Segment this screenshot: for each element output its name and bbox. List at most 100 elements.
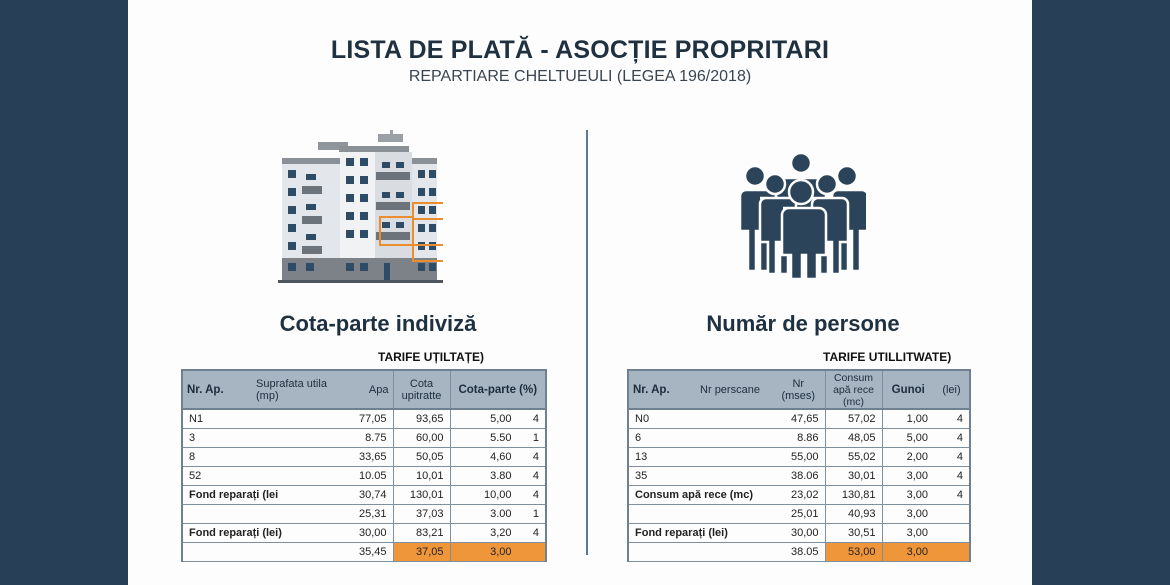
col-header-gunoi: Gunoi bbox=[881, 369, 934, 410]
cell-value: 4 bbox=[934, 485, 971, 505]
section-heading-cota-parte: Cota-parte indiviză bbox=[279, 311, 477, 336]
col-header-suprafata: Suprafata utila (mp) bbox=[252, 369, 342, 410]
cell-value bbox=[934, 523, 971, 543]
cell-value: 4 bbox=[532, 412, 539, 425]
cell-value: 3,00 bbox=[881, 485, 934, 505]
highlighted-cell bbox=[934, 542, 971, 562]
cell-value: 30,51 bbox=[824, 523, 882, 543]
cell-value: 30,00 bbox=[772, 523, 825, 543]
cell-value: 4 bbox=[934, 428, 971, 448]
cell-value: 4,60 bbox=[490, 450, 512, 463]
cell-value: 35,45 bbox=[342, 542, 393, 562]
cell-value: 38.06 bbox=[772, 466, 825, 486]
cell-value: 60,00 bbox=[392, 428, 450, 448]
table-row: Fond reparați (lei) 30,00 30,51 3,00 bbox=[627, 523, 971, 543]
row-label: N0 bbox=[627, 409, 772, 429]
cell-value: 47,65 bbox=[772, 409, 825, 429]
cell-value bbox=[934, 504, 971, 524]
highlighted-cell: 3,00 bbox=[881, 542, 934, 562]
cell-value: 37,03 bbox=[392, 504, 450, 524]
section-heading-numar-persoane: Număr de persone bbox=[706, 311, 900, 336]
col-header-nr-mses: Nr (mses) bbox=[772, 369, 825, 410]
cell-value: 3.80 bbox=[490, 469, 512, 482]
cell-value: 25,01 bbox=[772, 504, 825, 524]
cell-value: 3,00 bbox=[490, 545, 512, 558]
document-title: LISTA DE PLATĂ - ASOCȚIE PROPRITARI bbox=[330, 36, 830, 64]
table-row-total: 35,45 37,05 3,00 bbox=[181, 542, 547, 562]
section-divider bbox=[586, 130, 588, 555]
table-row: 6 8.86 48,05 5,00 4 bbox=[627, 428, 971, 448]
table-row: 3 8.75 60,00 1 5.50 bbox=[181, 428, 547, 448]
table-row: N1 77,05 93,65 4 5,00 bbox=[181, 409, 547, 429]
cell-value: 5.50 bbox=[490, 431, 512, 444]
cell-value: 4 bbox=[934, 447, 971, 467]
row-label bbox=[627, 504, 772, 524]
cell-value: 4 bbox=[934, 466, 971, 486]
cell-value: 130,81 bbox=[824, 485, 882, 505]
cell-value: 5,00 bbox=[490, 412, 512, 425]
row-label: 8 bbox=[181, 447, 342, 467]
table-row: 8 33,65 50,05 4 4,60 bbox=[181, 447, 547, 467]
cell-value: 83,21 bbox=[392, 523, 450, 543]
table-row: 35 38.06 30,01 3,00 4 bbox=[627, 466, 971, 486]
row-label: Fond reparați (lei bbox=[181, 485, 342, 505]
cell-value: 55,02 bbox=[824, 447, 882, 467]
cell-value: 10.05 bbox=[342, 466, 393, 486]
row-label bbox=[181, 504, 342, 524]
highlighted-cell-pair: 3,00 bbox=[449, 542, 547, 562]
table-row: 25,31 37,03 1 3.00 bbox=[181, 504, 547, 524]
cell-value: 4 bbox=[934, 409, 971, 429]
cell-value: 30,00 bbox=[342, 523, 393, 543]
cell-value: 8.75 bbox=[342, 428, 393, 448]
cell-value: 57,02 bbox=[824, 409, 882, 429]
row-label: Fond reparați (lei) bbox=[627, 523, 772, 543]
cell-value: 4 bbox=[532, 450, 539, 463]
cota-parte-table: Nr. Ap. Suprafata utila (mp) Apa Cota up… bbox=[181, 369, 547, 562]
document-subtitle: REPARTIARE CHELTUEULI (LEGEA 196/2018) bbox=[408, 68, 752, 85]
cell-value: 1 bbox=[532, 507, 539, 520]
table-row: 13 55,00 55,02 2,00 4 bbox=[627, 447, 971, 467]
cell-pair: 1 5.50 bbox=[449, 428, 547, 448]
col-header-nr-ap: Nr. Ap. bbox=[627, 369, 688, 410]
row-label bbox=[627, 542, 772, 562]
cell-pair: 4 4,60 bbox=[449, 447, 547, 467]
row-label: 35 bbox=[627, 466, 772, 486]
col-header-cota: Cota upitratte bbox=[392, 369, 450, 410]
table-row-total: 38.05 53,00 3,00 bbox=[627, 542, 971, 562]
cell-pair: 4 5,00 bbox=[449, 409, 547, 429]
cell-value: 10,01 bbox=[392, 466, 450, 486]
table-row: N0 47,65 57,02 1,00 4 bbox=[627, 409, 971, 429]
cell-value: 2,00 bbox=[881, 447, 934, 467]
cell-value: 4 bbox=[532, 469, 539, 482]
cell-value: 8.86 bbox=[772, 428, 825, 448]
group-of-people-icon bbox=[738, 151, 866, 278]
cell-value: 4 bbox=[532, 488, 539, 501]
cell-value: 3,00 bbox=[881, 504, 934, 524]
payment-list-document: LISTA DE PLATĂ - ASOCȚIE PROPRITARI REPA… bbox=[128, 0, 1032, 585]
table-caption-left: TARIFE UȚILTAȚE) bbox=[378, 350, 484, 364]
cell-value: 1,00 bbox=[881, 409, 934, 429]
table-caption-right: TARIFE UTILLITWATE) bbox=[823, 350, 952, 364]
cell-pair: 1 3.00 bbox=[449, 504, 547, 524]
cell-pair: 4 3,20 bbox=[449, 523, 547, 543]
col-header-nr-ap: Nr. Ap. bbox=[181, 369, 252, 410]
cell-value: 30,01 bbox=[824, 466, 882, 486]
cell-value: 130,01 bbox=[392, 485, 450, 505]
row-label: 13 bbox=[627, 447, 772, 467]
cell-value: 5,00 bbox=[881, 428, 934, 448]
cell-value: 3,20 bbox=[490, 526, 512, 539]
row-label: 3 bbox=[181, 428, 342, 448]
table-header-row: Nr. Ap. Nr perscane Nr (mses) Consum apă… bbox=[627, 369, 971, 410]
table-row: 52 10.05 10,01 4 3.80 bbox=[181, 466, 547, 486]
cell-pair: 4 10,00 bbox=[449, 485, 547, 505]
cell-value: 55,00 bbox=[772, 447, 825, 467]
cell-pair: 4 3.80 bbox=[449, 466, 547, 486]
row-label: Consum apă rece (mc) bbox=[627, 485, 772, 505]
table-row: Fond reparați (lei 30,74 130,01 4 10,00 bbox=[181, 485, 547, 505]
col-header-nr-persoane: Nr perscane bbox=[688, 369, 772, 410]
col-header-cota-parte: Cota-parte (%) bbox=[449, 369, 547, 410]
table-row: Consum apă rece (mc) 23,02 130,81 3,00 4 bbox=[627, 485, 971, 505]
cell-value: 3.00 bbox=[490, 507, 512, 520]
cell-value: 3,00 bbox=[881, 523, 934, 543]
cell-value: 30,74 bbox=[342, 485, 393, 505]
